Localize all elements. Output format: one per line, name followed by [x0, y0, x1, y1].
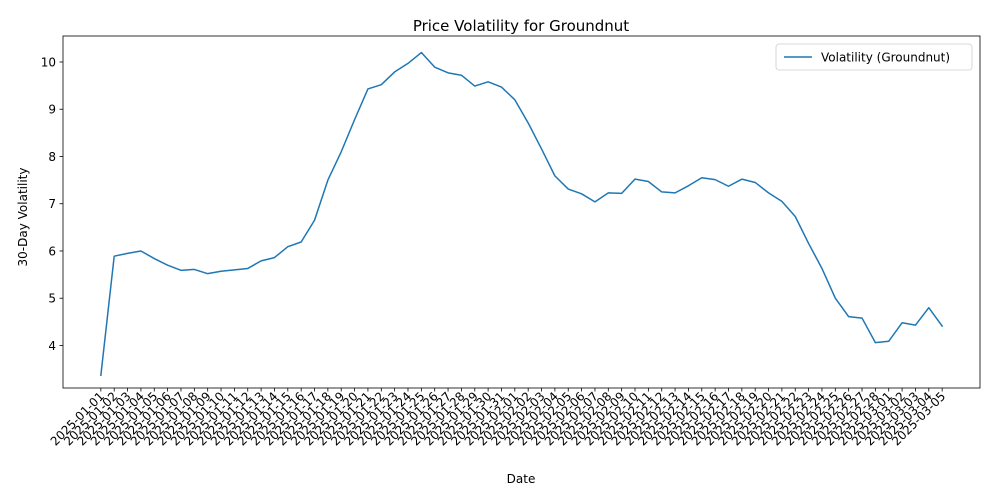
- y-tick-label: 4: [48, 339, 56, 353]
- legend-label: Volatility (Groundnut): [821, 51, 950, 65]
- y-tick-label: 7: [48, 197, 56, 211]
- y-tick-label: 10: [41, 55, 56, 69]
- x-axis: 2025-01-012025-01-022025-01-032025-01-04…: [48, 388, 948, 448]
- y-tick-label: 6: [48, 244, 56, 258]
- series-layer: [100, 51, 944, 377]
- plot-frame: [62, 35, 981, 389]
- y-tick-label: 9: [48, 103, 56, 117]
- y-tick-label: 8: [48, 150, 56, 164]
- legend: Volatility (Groundnut): [775, 43, 973, 71]
- y-tick-label: 5: [48, 292, 56, 306]
- series-line: [100, 51, 944, 377]
- y-axis-label: 30-Day Volatility: [16, 168, 30, 267]
- plot-area: [63, 36, 980, 388]
- x-axis-label: Date: [507, 472, 536, 486]
- y-axis: 4 5 6 7 8 9 10: [41, 55, 63, 353]
- legend-box: [775, 43, 973, 71]
- chart-title: Price Volatility for Groundnut: [413, 17, 629, 35]
